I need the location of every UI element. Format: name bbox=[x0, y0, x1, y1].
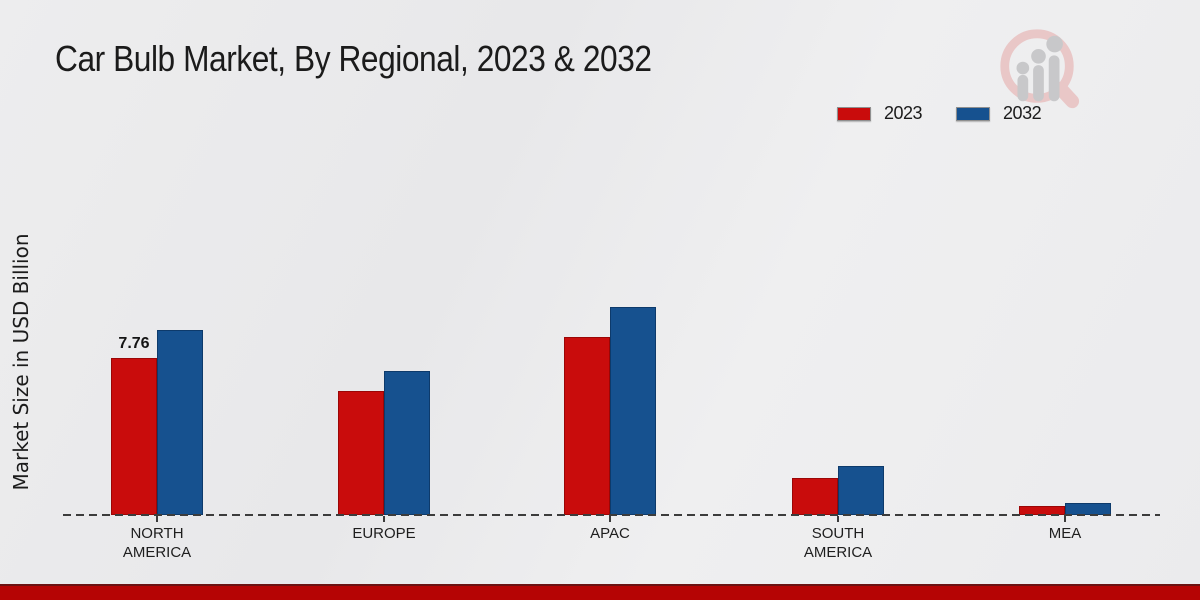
x-axis-category-label: EUROPE bbox=[352, 525, 416, 542]
x-axis-category-label: SOUTH AMERICA bbox=[803, 525, 873, 561]
bar-2023-apac bbox=[564, 337, 610, 515]
legend-label-2023: 2023 bbox=[884, 103, 923, 123]
x-axis-category-label: APAC bbox=[590, 525, 630, 542]
bar-2032-south-america bbox=[838, 466, 884, 515]
bar-2032-north-america bbox=[157, 330, 203, 515]
x-axis-category-label: NORTH AMERICA bbox=[122, 525, 192, 561]
legend-item-2023: 2023 bbox=[837, 103, 923, 124]
bar-2023-north-america bbox=[111, 358, 157, 515]
chart-title: Car Bulb Market, By Regional, 2023 & 203… bbox=[55, 38, 652, 79]
legend: 2023 2032 bbox=[837, 103, 1042, 124]
legend-item-2032: 2032 bbox=[956, 103, 1042, 124]
x-axis-tick bbox=[1064, 516, 1066, 522]
bar-value-label: 7.76 bbox=[118, 335, 150, 352]
x-axis-tick bbox=[609, 516, 611, 522]
legend-label-2032: 2032 bbox=[1003, 103, 1042, 123]
x-axis-tick bbox=[156, 516, 158, 522]
zero-baseline-dashed bbox=[63, 514, 1160, 516]
legend-swatch-2032 bbox=[956, 106, 991, 121]
magnifier-bar-chart-logo-icon bbox=[1000, 29, 1080, 109]
x-axis-tick bbox=[837, 516, 839, 522]
legend-swatch-2023 bbox=[837, 106, 871, 121]
bar-2023-south-america bbox=[792, 478, 838, 515]
footer-accent-bar bbox=[0, 584, 1200, 600]
x-axis-category-label: MEA bbox=[1048, 525, 1082, 542]
x-axis-tick bbox=[383, 516, 385, 522]
bar-2032-europe bbox=[384, 371, 430, 515]
bar-2023-europe bbox=[338, 391, 384, 515]
bar-2032-apac bbox=[610, 307, 656, 515]
